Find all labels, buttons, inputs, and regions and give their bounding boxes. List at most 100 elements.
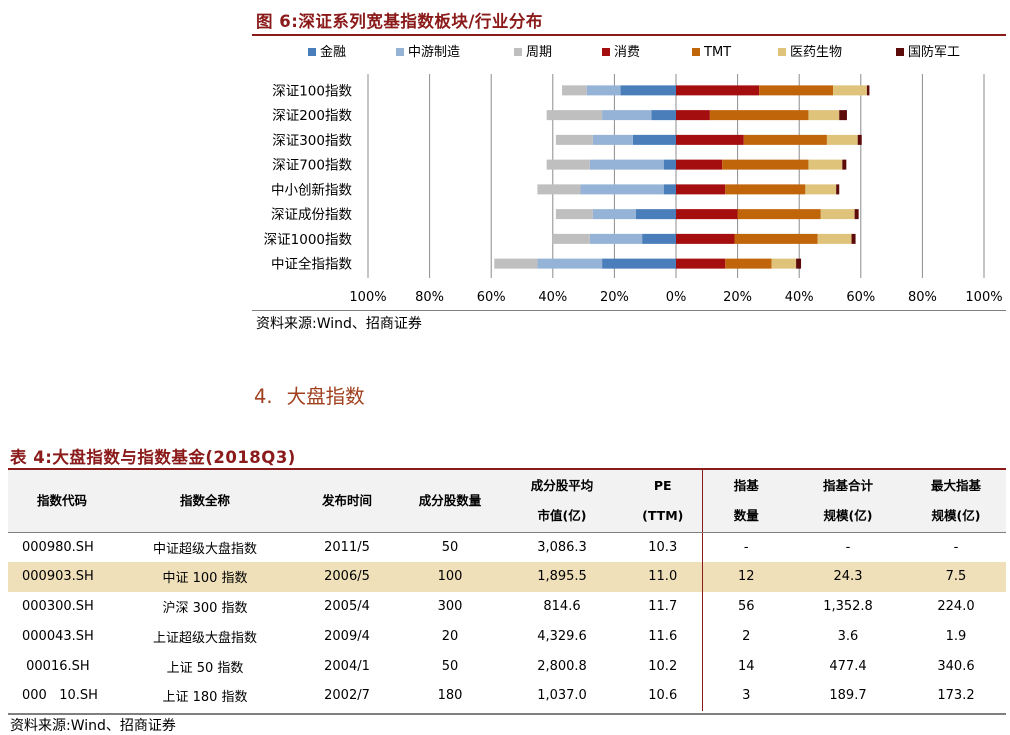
legend-swatch <box>778 48 786 56</box>
bar-segment <box>737 209 821 220</box>
figure-title: 图 6:深证系列宽基指数板块/行业分布 <box>256 12 543 31</box>
header-pe-line1: PE <box>653 477 672 493</box>
bar-segment <box>620 85 676 96</box>
cell-total: 3.6 <box>837 628 859 644</box>
bar-segment <box>589 233 643 244</box>
legend-swatch <box>692 48 700 56</box>
chart-bars <box>494 85 870 269</box>
cell-funds: 56 <box>737 598 755 614</box>
cell-max: - <box>953 539 959 555</box>
x-tick-label: 40% <box>785 290 814 305</box>
cell-code: 000980.SH <box>22 539 94 555</box>
sector-distribution-chart: 金融 中游制造 周期 消费 TMT 医药生物 国防军工 深证100指数 深证200指数 深证30… <box>252 36 1006 310</box>
bar-segment <box>592 209 636 220</box>
bar-segment <box>632 134 676 145</box>
bar-segment <box>676 258 726 269</box>
bar-segment <box>602 110 652 121</box>
category-label: 深证100指数 <box>272 83 352 99</box>
bar-segment <box>494 258 538 269</box>
cell-max: 224.0 <box>937 598 975 614</box>
cell-date: 2006/5 <box>294 561 400 592</box>
bar-segment <box>537 184 581 195</box>
legend-label: TMT <box>703 45 731 60</box>
bar-segment <box>854 209 859 220</box>
bar-segment <box>833 85 867 96</box>
cell-max: 7.5 <box>906 561 1006 592</box>
x-tick-label: 100% <box>965 290 1002 305</box>
cell-name: 中证超级大盘指数 <box>152 541 257 557</box>
bar-segment <box>546 159 590 170</box>
x-tick-label: 80% <box>908 290 937 305</box>
cell-total: 1,352.8 <box>823 598 873 614</box>
legend-label: 国防军工 <box>908 44 960 60</box>
bar-segment <box>725 258 772 269</box>
bar-segment <box>851 233 856 244</box>
category-label: 深证1000指数 <box>264 232 353 248</box>
bar-segment <box>663 159 676 170</box>
x-tick-label: 100% <box>349 290 386 305</box>
category-label: 深证700指数 <box>272 158 352 174</box>
cell-pe: 10.3 <box>624 532 703 562</box>
cell-total: 477.4 <box>829 658 867 674</box>
bar-segment <box>602 258 676 269</box>
bar-segment <box>555 134 593 145</box>
cell-pe: 11.0 <box>624 561 703 592</box>
bar-segment <box>808 159 843 170</box>
bar-segment <box>805 184 837 195</box>
bar-segment <box>866 85 870 96</box>
bar-segment <box>562 85 587 96</box>
bar-segment <box>734 233 818 244</box>
bar-segment <box>725 184 806 195</box>
table-row: 000980.SH 中证超级大盘指数 2011/5 50 3,086.3 10.… <box>8 532 1006 562</box>
bar-segment <box>676 159 723 170</box>
legend-label: 周期 <box>526 45 552 60</box>
cell-name: 沪深 300 指数 <box>162 600 248 616</box>
header-total-line1: 指基合计 <box>822 477 873 493</box>
chart-svg: 金融 中游制造 周期 消费 TMT 医药生物 国防军工 深证100指数深证200指数深证30… <box>264 44 1003 305</box>
legend-swatch <box>896 48 904 56</box>
cell-code: 000043.SH <box>22 628 94 644</box>
legend-swatch <box>396 48 404 56</box>
cell-total: - <box>845 539 851 555</box>
x-tick-label: 60% <box>846 290 875 305</box>
chart-grid <box>367 74 985 278</box>
category-label: 深证200指数 <box>272 108 352 124</box>
bar-segment <box>651 110 676 121</box>
category-label: 深证300指数 <box>272 133 352 149</box>
category-label: 中小创新指数 <box>271 182 352 198</box>
header-count: 成分股数量 <box>400 470 500 533</box>
header-max-line1: 最大指基 <box>930 477 981 493</box>
chart-legend: 金融 中游制造 周期 消费 TMT 医药生物 国防军工 <box>308 44 960 60</box>
header-mcap: 成分股平均 市值(亿) <box>500 470 624 533</box>
legend-label: 中游制造 <box>408 45 460 60</box>
header-mcap-line2: 市值(亿) <box>537 507 587 523</box>
bar-segment <box>589 159 664 170</box>
table-bottom-rule <box>8 713 1006 715</box>
cell-date: 2004/1 <box>324 658 370 674</box>
bar-segment <box>635 209 676 220</box>
legend-swatch <box>602 48 610 56</box>
bar-segment <box>555 209 593 220</box>
legend-swatch <box>308 48 316 56</box>
header-name: 指数全称 <box>116 470 294 533</box>
table-row: 000 10.SH 上证 180 指数 2002/7 180 1,037.0 1… <box>8 680 1006 711</box>
bar-segment <box>817 233 852 244</box>
cell-count: 50 <box>441 658 459 674</box>
header-pe-line2: (TTM) <box>642 507 684 523</box>
cell-pe: 11.7 <box>624 591 703 622</box>
bar-segment <box>820 209 855 220</box>
cell-mcap: 3,086.3 <box>537 539 587 555</box>
bar-segment <box>857 134 862 145</box>
cell-pe: 11.6 <box>624 621 703 652</box>
cell-pe: 10.6 <box>624 680 703 711</box>
bar-segment <box>552 233 590 244</box>
bar-segment <box>546 110 603 121</box>
cell-mcap: 2,800.8 <box>537 658 587 674</box>
cell-mcap: 1,895.5 <box>500 561 624 592</box>
category-label: 深证成份指数 <box>271 207 352 223</box>
bar-segment <box>839 110 847 121</box>
index-fund-table: 指数代码 指数全称 发布时间 成分股数量 成分股平均 市值(亿) PE (TTM) … <box>8 470 1006 711</box>
chart-category-labels: 深证100指数深证200指数深证300指数深证700指数中小创新指数深证成份指数… <box>264 83 353 272</box>
cell-funds: 12 <box>702 561 790 592</box>
cell-name: 中证 100 指数 <box>116 561 294 592</box>
